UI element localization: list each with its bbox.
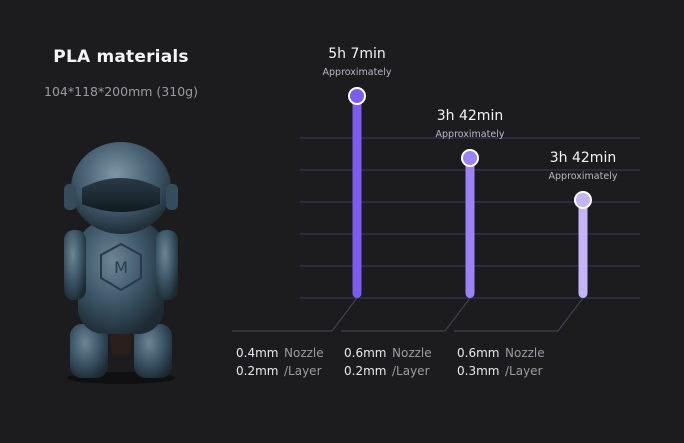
layer-label: /Layer xyxy=(284,364,322,378)
bar xyxy=(352,96,362,298)
baseline-connector xyxy=(331,297,358,332)
bar xyxy=(578,200,588,298)
approx-label: Approximately xyxy=(323,67,392,78)
nozzle-label: Nozzle xyxy=(505,346,545,360)
layer-value: 0.2mm xyxy=(344,364,386,378)
nozzle-value: 0.6mm xyxy=(344,346,386,360)
approx-label: Approximately xyxy=(436,129,505,140)
printed-figurine-image: M xyxy=(64,142,178,384)
nozzle-label: Nozzle xyxy=(392,346,432,360)
nozzle-label: Nozzle xyxy=(284,346,324,360)
bar-cap xyxy=(574,191,592,209)
approx-label: Approximately xyxy=(549,171,618,182)
baseline-connector xyxy=(557,297,584,332)
baseline-connector xyxy=(444,297,471,332)
layer-value: 0.2mm xyxy=(236,364,278,378)
material-title: PLA materials xyxy=(53,47,189,67)
layer-label: /Layer xyxy=(392,364,430,378)
layer-value: 0.3mm xyxy=(457,364,499,378)
layer-label: /Layer xyxy=(505,364,543,378)
time-label: 3h 42min xyxy=(437,108,503,124)
bar-cap xyxy=(348,87,366,105)
time-label: 5h 7min xyxy=(328,46,386,62)
nozzle-value: 0.6mm xyxy=(457,346,499,360)
bar xyxy=(465,158,475,298)
svg-text:M: M xyxy=(114,258,128,277)
model-dimensions: 104*118*200mm (310g) xyxy=(44,84,198,99)
bar-cap xyxy=(461,149,479,167)
time-label: 3h 42min xyxy=(550,150,616,166)
nozzle-value: 0.4mm xyxy=(236,346,278,360)
